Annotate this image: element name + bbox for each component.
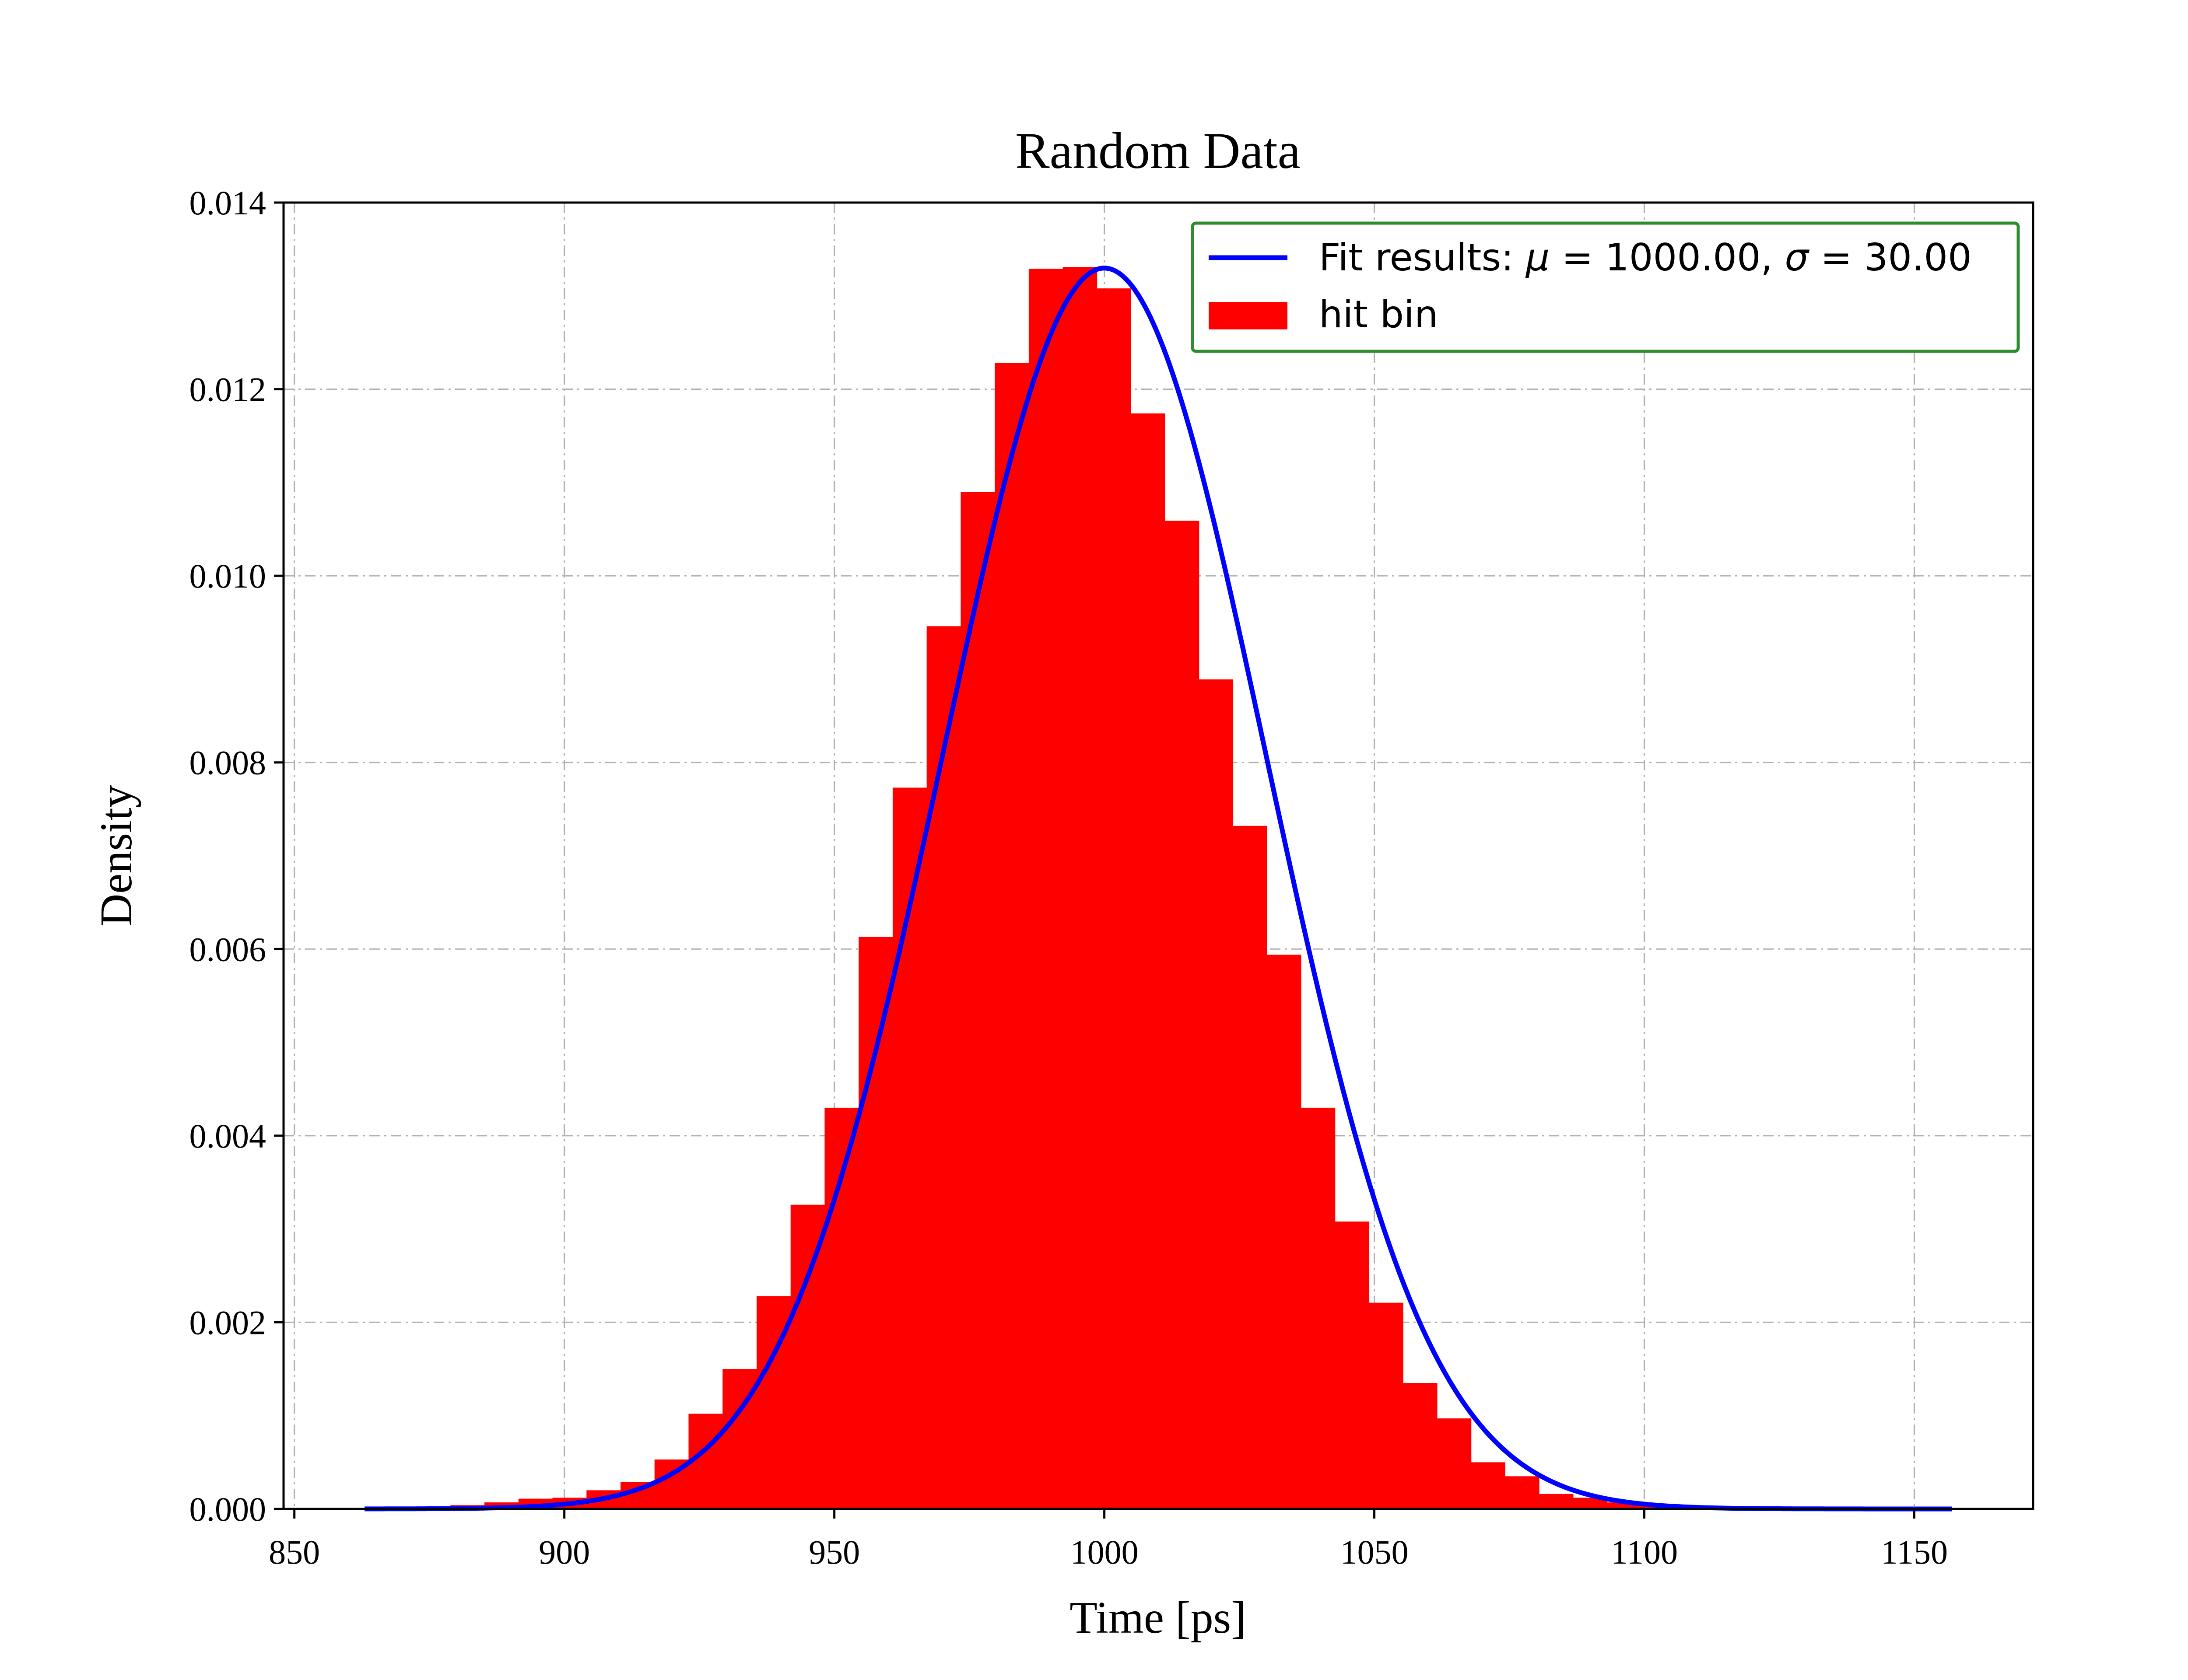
fit-curve bbox=[365, 266, 1952, 1512]
legend-fit-label: Fit results: μ = 1000.00, σ = 30.00 bbox=[1319, 236, 1972, 280]
histogram-bar bbox=[1028, 269, 1063, 1509]
x-tick-label: 950 bbox=[809, 1533, 860, 1571]
chart-title: Random Data bbox=[1015, 122, 1301, 179]
histogram-bar bbox=[1267, 955, 1301, 1509]
x-tick-label: 1150 bbox=[1881, 1533, 1948, 1571]
x-tick-label: 850 bbox=[269, 1533, 320, 1571]
legend-hist-swatch bbox=[1209, 302, 1287, 329]
x-axis-ticks: 850 900 950 1000 1050 1100 1150 bbox=[269, 1509, 1948, 1571]
histogram-bars bbox=[348, 267, 1778, 1509]
histogram-bar bbox=[1437, 1418, 1472, 1509]
y-tick-label: 0.000 bbox=[189, 1490, 266, 1528]
histogram-bar bbox=[1233, 826, 1267, 1509]
legend-sigma-symbol: σ bbox=[1785, 236, 1809, 280]
histogram-bar bbox=[1164, 521, 1199, 1509]
histogram-bar bbox=[926, 626, 961, 1509]
histogram-bar bbox=[1539, 1494, 1574, 1509]
histogram-bar bbox=[1199, 679, 1234, 1509]
y-axis-label: Density bbox=[91, 785, 141, 927]
x-tick-label: 1000 bbox=[1070, 1533, 1139, 1571]
histogram-bar bbox=[1505, 1476, 1539, 1509]
legend: Fit results: μ = 1000.00, σ = 30.00 hit … bbox=[1191, 221, 2020, 353]
y-tick-label: 0.002 bbox=[189, 1303, 266, 1341]
histogram-bar bbox=[790, 1204, 825, 1509]
histogram-bar bbox=[1097, 288, 1131, 1509]
histogram-bar bbox=[1131, 413, 1165, 1509]
plot-frame bbox=[282, 201, 2034, 1510]
histogram-bar bbox=[1062, 267, 1098, 1509]
legend-box bbox=[1191, 221, 2020, 353]
legend-sigma-text: = 30.00 bbox=[1809, 236, 1972, 280]
histogram-bar bbox=[859, 937, 893, 1509]
histogram-bar bbox=[1369, 1302, 1403, 1509]
x-tick-label: 1100 bbox=[1611, 1533, 1678, 1571]
histogram-bar bbox=[1301, 1107, 1336, 1509]
legend-mu-text: = 1000.00, bbox=[1550, 236, 1785, 280]
histogram-bar bbox=[995, 363, 1029, 1509]
x-tick-label: 900 bbox=[539, 1533, 590, 1571]
x-axis-label: Time [ps] bbox=[1069, 1592, 1246, 1643]
histogram-bar bbox=[1335, 1222, 1370, 1509]
y-tick-label: 0.014 bbox=[189, 184, 266, 222]
legend-fit-prefix: Fit results: bbox=[1319, 236, 1526, 280]
histogram-bar bbox=[1403, 1383, 1438, 1509]
y-tick-label: 0.006 bbox=[189, 930, 266, 968]
y-axis-ticks: 0.000 0.002 0.004 0.006 0.008 0.010 0.012 0.014 bbox=[189, 184, 284, 1528]
y-tick-label: 0.010 bbox=[189, 557, 266, 595]
histogram-bar bbox=[961, 492, 995, 1509]
x-tick-label: 1050 bbox=[1340, 1533, 1409, 1571]
y-tick-label: 0.008 bbox=[189, 744, 266, 782]
legend-hist-label: hit bin bbox=[1319, 293, 1438, 336]
y-tick-label: 0.012 bbox=[189, 371, 266, 409]
histogram-bar bbox=[1471, 1462, 1505, 1509]
legend-mu-symbol: μ bbox=[1525, 236, 1550, 280]
y-tick-label: 0.004 bbox=[189, 1117, 266, 1155]
